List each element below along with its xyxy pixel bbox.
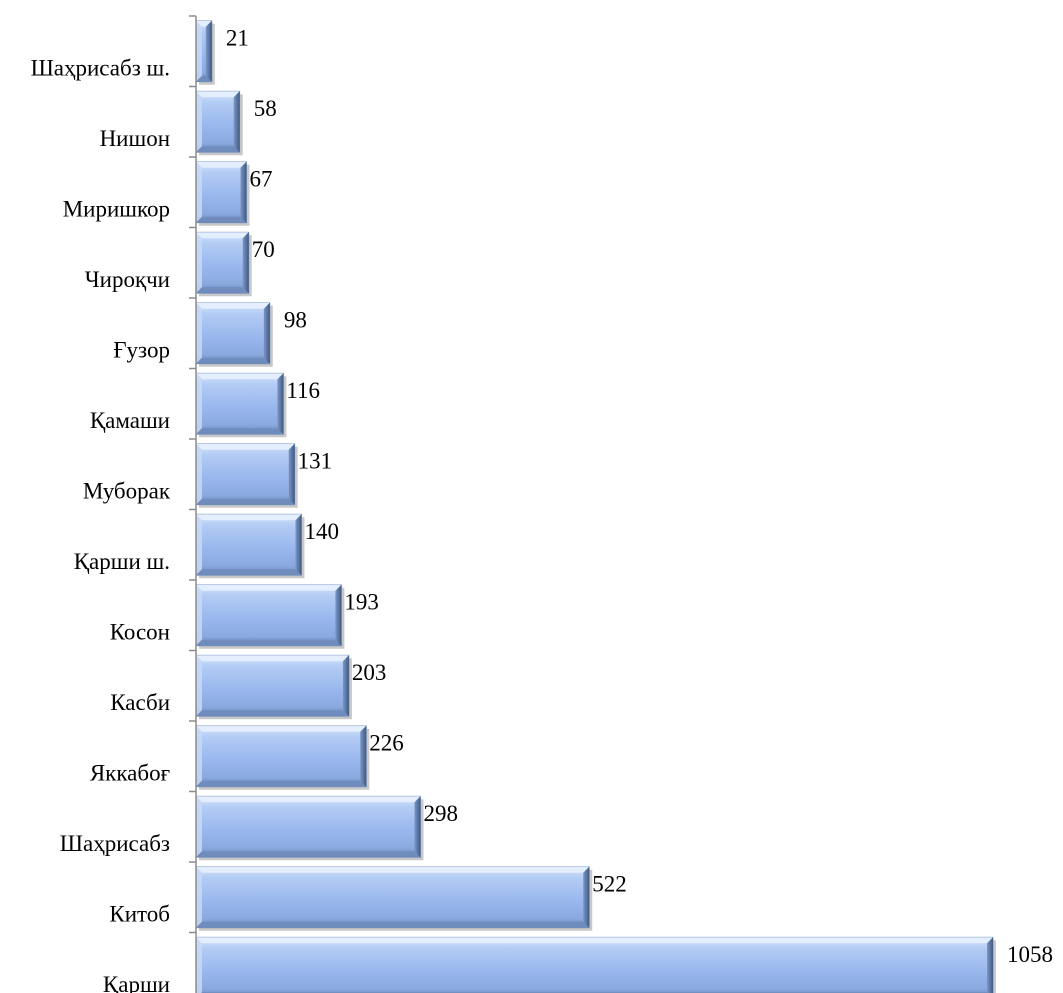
data-label: 116 [286,378,320,403]
category-axis [189,15,197,993]
category-label: Шаҳрисабз ш. [31,55,170,80]
bar [195,654,352,720]
data-label: 522 [592,871,627,896]
data-label: 140 [304,519,339,544]
data-label: 98 [284,307,307,332]
data-label: 193 [344,589,379,614]
category-label: Ғузор [113,337,170,362]
category-label: Яккабоғ [90,760,170,785]
bar [195,90,243,156]
category-label: Қарши ш. [74,549,170,574]
bar [195,161,250,226]
bar [195,584,345,649]
category-label: Муборак [83,478,171,503]
data-label: 226 [369,730,404,755]
bar [195,372,287,438]
bar [195,231,252,297]
bars-layer [195,20,996,993]
data-label: 21 [226,25,249,50]
category-label: Нишон [100,126,170,151]
bar [195,725,370,790]
bar [195,443,298,508]
data-label: 1058 [1007,942,1053,967]
category-label: Косон [110,619,170,644]
bar [195,513,305,579]
category-label: Қамаши [90,408,170,433]
bar [195,795,424,861]
bar [195,302,273,367]
data-label: 298 [423,801,458,826]
data-label: 67 [249,166,272,191]
data-label: 70 [252,237,275,262]
category-label: Қарши [103,972,170,993]
bar [195,866,593,931]
category-label: Чироқчи [85,267,170,292]
bar [195,936,996,993]
category-label: Касби [110,690,170,715]
data-label: 203 [352,660,387,685]
data-label: 131 [298,448,333,473]
bar [195,20,215,85]
category-label: Китоб [109,901,170,926]
category-label: Шаҳрисабз [60,831,170,856]
labels-layer: Шаҳрисабз ш. 21 Нишон 58 Миришкор 67 Чироқчи 70… [31,25,1053,993]
category-label: Миришкор [63,196,170,221]
data-label: 58 [254,96,277,121]
